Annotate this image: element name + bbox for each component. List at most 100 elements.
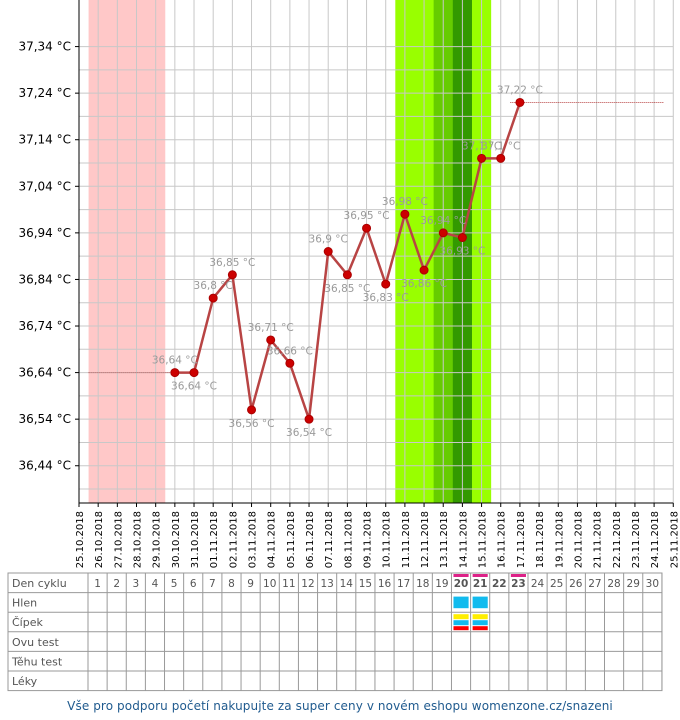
y-tick-label: 36,44 °C	[18, 459, 71, 473]
point-label: 36,86 °C	[401, 278, 447, 290]
x-tick-label: 14.11.2018	[458, 511, 469, 568]
y-tick-label: 36,74 °C	[18, 319, 71, 333]
x-tick-label: 15.11.2018	[478, 511, 489, 568]
cycle-day-number: 12	[301, 578, 314, 590]
point-label: 36,95 °C	[344, 210, 390, 222]
temperature-point	[496, 153, 506, 163]
x-tick-label: 10.11.2018	[382, 511, 393, 568]
cycle-day-number: 18	[416, 578, 429, 590]
temperature-point	[362, 223, 372, 233]
eshop-footer-link[interactable]: Vše pro podporu početí nakupujte za supe…	[67, 699, 613, 713]
cycle-day-number: 27	[588, 578, 601, 590]
cycle-day-number: 8	[228, 578, 235, 590]
cycle-day-number: 23	[511, 578, 526, 590]
x-tick-label: 18.11.2018	[535, 511, 546, 568]
point-label: 36,85 °C	[209, 257, 255, 269]
point-label: 36,85 °C	[324, 283, 370, 295]
point-label: 37,1 °C	[481, 140, 520, 152]
temperature-point	[227, 270, 237, 280]
x-tick-label: 03.11.2018	[248, 511, 259, 568]
point-label: 36,93 °C	[439, 246, 485, 258]
x-tick-label: 31.10.2018	[190, 511, 201, 568]
x-tick-label: 26.10.2018	[94, 511, 105, 568]
cycle-day-number: 24	[531, 578, 545, 590]
cycle-day-number: 10	[263, 578, 276, 590]
temperature-point	[208, 293, 218, 303]
point-label: 37,1 °C	[462, 140, 501, 152]
point-label: 36,9 °C	[309, 234, 348, 246]
cycle-day-number: 22	[492, 578, 507, 590]
y-tick-label: 37,34 °C	[18, 40, 71, 54]
cycle-day-number: 4	[152, 578, 159, 590]
x-tick-label: 16.11.2018	[497, 511, 508, 568]
point-label: 36,56 °C	[229, 418, 275, 430]
point-label: 36,94 °C	[420, 215, 466, 227]
x-tick-label: 09.11.2018	[363, 511, 374, 568]
x-tick-label: 23.11.2018	[631, 511, 642, 568]
cycle-day-number: 3	[132, 578, 139, 590]
cipek-mark-yellow	[453, 614, 469, 620]
day-highlight-bar	[510, 574, 526, 577]
point-label: 36,71 °C	[248, 322, 294, 334]
x-tick-label: 27.10.2018	[113, 511, 124, 568]
cycle-day-number: 26	[569, 578, 583, 590]
temperature-point	[323, 247, 333, 256]
temperature-chart: 37,34 °C 37,24 °C 37,14 °C 37,04 °C 36,94 °C…	[7, 0, 680, 692]
x-tick-label: 05.11.2018	[286, 511, 297, 568]
cycle-day-number: 5	[171, 578, 178, 590]
cycle-day-number: 2	[113, 578, 120, 590]
cycle-day-number: 1	[94, 578, 101, 590]
point-label: 37,22 °C	[497, 84, 543, 96]
temperature-point	[381, 279, 391, 289]
point-label: 36,8 °C	[194, 280, 233, 292]
cipek-mark-blue	[472, 620, 488, 626]
x-tick-label: 22.11.2018	[612, 511, 623, 568]
y-tick-label: 37,14 °C	[18, 133, 71, 147]
cycle-row-label: Ovu test	[12, 636, 59, 649]
cipek-mark-blue	[453, 620, 469, 626]
x-tick-label: 06.11.2018	[305, 511, 316, 568]
temperature-point	[400, 209, 410, 219]
point-label: 36,64 °C	[152, 355, 198, 367]
cycle-day-number: 15	[359, 578, 372, 590]
temperature-point	[266, 335, 276, 345]
ovu-test-mark	[453, 626, 469, 631]
x-tick-label: 30.10.2018	[171, 511, 182, 568]
x-tick-label: 25.10.2018	[75, 511, 86, 568]
y-tick-label: 36,84 °C	[18, 272, 71, 286]
cycle-day-number: 6	[190, 578, 197, 590]
x-tick-label: 07.11.2018	[324, 511, 335, 568]
cycle-day-number: 20	[454, 578, 469, 590]
temperature-point	[342, 270, 352, 280]
cipek-mark-yellow	[472, 614, 488, 620]
temperature-point	[419, 265, 429, 275]
x-tick-label: 24.11.2018	[650, 511, 661, 568]
x-tick-label: 11.11.2018	[401, 511, 412, 568]
cycle-day-number: 29	[627, 578, 640, 590]
temperature-point	[515, 97, 525, 107]
hlen-mark	[472, 596, 488, 609]
cycle-row-label: Těhu test	[11, 655, 63, 668]
cycle-day-number: 9	[247, 578, 254, 590]
cycle-row-label: Léky	[12, 675, 38, 688]
temperature-point	[189, 368, 199, 378]
y-tick-label: 36,94 °C	[18, 226, 71, 240]
point-label: 36,64 °C	[171, 381, 217, 393]
point-label: 36,83 °C	[363, 292, 409, 304]
y-tick-label: 36,54 °C	[18, 412, 71, 426]
hlen-mark	[453, 596, 469, 609]
point-label: 36,54 °C	[286, 427, 332, 439]
point-label: 36,98 °C	[382, 196, 428, 208]
y-tick-label: 37,04 °C	[18, 179, 71, 193]
cycle-day-number: 13	[320, 578, 333, 590]
point-label: 36,66 °C	[267, 345, 313, 357]
temperature-point	[247, 405, 257, 415]
day-highlight-bar	[453, 574, 469, 577]
cycle-day-number: 30	[646, 578, 659, 590]
x-tick-label: 25.11.2018	[669, 511, 680, 568]
x-tick-label: 20.11.2018	[573, 511, 584, 568]
temperature-point	[304, 414, 314, 424]
temperature-point	[438, 228, 448, 238]
x-tick-label: 17.11.2018	[516, 511, 527, 568]
x-tick-label: 21.11.2018	[593, 511, 604, 568]
